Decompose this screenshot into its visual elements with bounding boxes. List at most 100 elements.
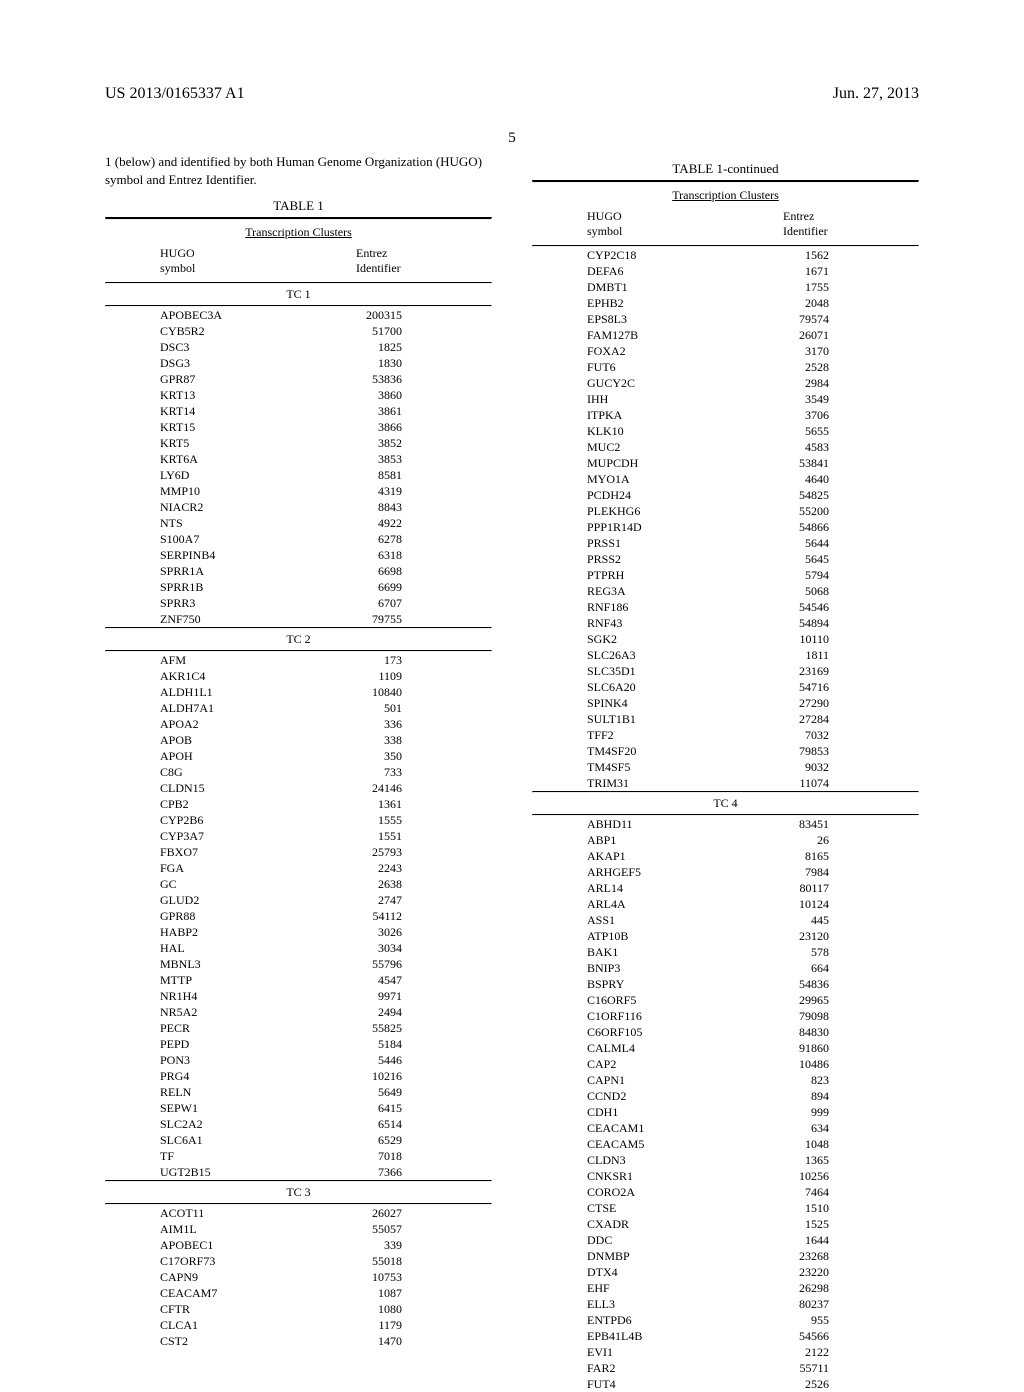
entrez-id: 10840 [306,684,492,700]
table-row: FGA2243 [105,860,492,876]
table-row: FAR255711 [532,1360,919,1376]
left-column: 1 (below) and identified by both Human G… [105,153,492,1392]
table-row: SPINK427290 [532,695,919,711]
entrez-id: 3860 [306,387,492,403]
table-row: DSG31830 [105,355,492,371]
entrez-id: 79853 [733,743,919,759]
entrez-id: 1510 [733,1200,919,1216]
hugo-symbol: PRSS2 [532,551,733,567]
entrez-id: 6707 [306,595,492,611]
entrez-id: 3866 [306,419,492,435]
entrez-id: 27290 [733,695,919,711]
table-row: ARHGEF57984 [532,864,919,880]
hugo-symbol: KLK10 [532,423,733,439]
hugo-symbol: GPR87 [105,371,306,387]
table-row: SLC6A2054716 [532,679,919,695]
hugo-symbol: NR5A2 [105,1004,306,1020]
hugo-symbol: S100A7 [105,531,306,547]
entrez-id: 5645 [733,551,919,567]
entrez-id: 1470 [306,1333,492,1349]
table-row: CALML491860 [532,1040,919,1056]
hugo-symbol: HABP2 [105,924,306,940]
publication-number: US 2013/0165337 A1 [105,85,245,103]
hugo-symbol: NTS [105,515,306,531]
table-row: ENTPD6955 [532,1312,919,1328]
table-row: ARL4A10124 [532,896,919,912]
table-row: CYP2B61555 [105,812,492,828]
hugo-symbol: MMP10 [105,483,306,499]
table-row: SLC26A31811 [532,647,919,663]
table-row: S100A76278 [105,531,492,547]
table-row: KRT53852 [105,435,492,451]
entrez-id: 1555 [306,812,492,828]
table-row: REG3A5068 [532,583,919,599]
table-row: APOA2336 [105,716,492,732]
entrez-id: 25793 [306,844,492,860]
table-row: KRT143861 [105,403,492,419]
tc-label: TC 3 [105,1185,492,1200]
entrez-id: 8165 [733,848,919,864]
hugo-symbol: ALDH7A1 [105,700,306,716]
hugo-symbol: SPRR1A [105,563,306,579]
table-row: PCDH2454825 [532,487,919,503]
hugo-symbol: KRT14 [105,403,306,419]
hugo-symbol: CORO2A [532,1184,733,1200]
entrez-id: 8843 [306,499,492,515]
hugo-symbol: MUC2 [532,439,733,455]
table-row: DNMBP23268 [532,1248,919,1264]
hugo-symbol: NR1H4 [105,988,306,1004]
table-row: PTPRH5794 [532,567,919,583]
hugo-symbol: TF [105,1148,306,1164]
table-row: KRT133860 [105,387,492,403]
table-row: APOBEC3A200315 [105,307,492,323]
table-row: ABP126 [532,832,919,848]
hugo-symbol: SLC26A3 [532,647,733,663]
hugo-symbol: PTPRH [532,567,733,583]
tc-label: TC 1 [105,287,492,302]
table-row: CDH1999 [532,1104,919,1120]
table-row: EPB41L4B54566 [532,1328,919,1344]
entrez-id: 1825 [306,339,492,355]
table-row: ACOT1126027 [105,1205,492,1221]
table-row: APOBEC1339 [105,1237,492,1253]
entrez-id: 6415 [306,1100,492,1116]
table-row: GPR8854112 [105,908,492,924]
hugo-symbol: KRT5 [105,435,306,451]
table-row: TF7018 [105,1148,492,1164]
hugo-symbol: CPB2 [105,796,306,812]
entrez-id: 501 [306,700,492,716]
entrez-id: 1671 [733,263,919,279]
hugo-symbol: IHH [532,391,733,407]
entrez-id: 24146 [306,780,492,796]
entrez-id: 55200 [733,503,919,519]
hugo-symbol: EVI1 [532,1344,733,1360]
entrez-id: 80237 [733,1296,919,1312]
hugo-symbol: AIM1L [105,1221,306,1237]
hugo-symbol: PON3 [105,1052,306,1068]
hugo-symbol: FUT6 [532,359,733,375]
hugo-symbol: TM4SF20 [532,743,733,759]
rule [105,1180,492,1182]
hugo-symbol: CALML4 [532,1040,733,1056]
table-row: KRT153866 [105,419,492,435]
table-row: BAK1578 [532,944,919,960]
table-row: GUCY2C2984 [532,375,919,391]
entrez-id: 1644 [733,1232,919,1248]
entrez-id: 1179 [306,1317,492,1333]
hugo-symbol: SPRR1B [105,579,306,595]
table-row: SPRR36707 [105,595,492,611]
entrez-id: 10256 [733,1168,919,1184]
hugo-symbol: BSPRY [532,976,733,992]
hugo-symbol: SGK2 [532,631,733,647]
entrez-id: 1830 [306,355,492,371]
entrez-id: 6529 [306,1132,492,1148]
table-row: CNKSR110256 [532,1168,919,1184]
hugo-symbol: CLCA1 [105,1317,306,1333]
entrez-id: 7032 [733,727,919,743]
table-row: DEFA61671 [532,263,919,279]
hugo-symbol: ZNF750 [105,611,306,627]
table-row: CAPN910753 [105,1269,492,1285]
entrez-id: 338 [306,732,492,748]
table-row: CCND2894 [532,1088,919,1104]
entrez-id: 4583 [733,439,919,455]
